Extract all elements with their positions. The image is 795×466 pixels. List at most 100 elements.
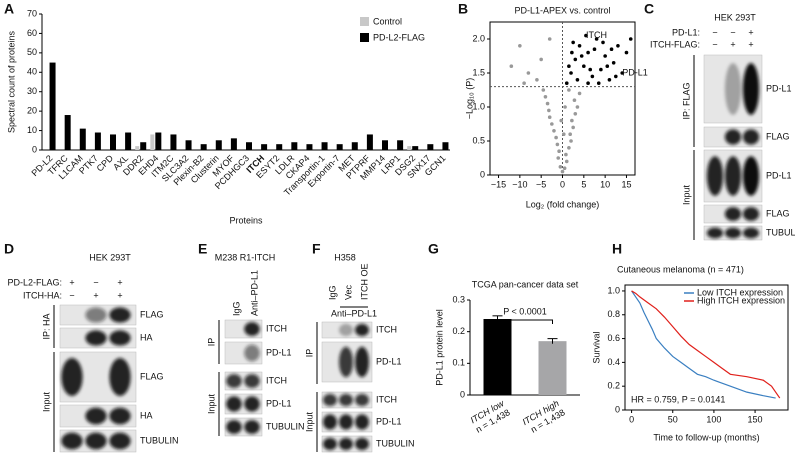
y-tick-label: 1.5 <box>472 67 485 77</box>
blot-band <box>109 432 131 450</box>
blot-band <box>244 344 260 362</box>
legend-label: PD-L2-FLAG <box>373 32 425 42</box>
blot-band <box>61 432 83 450</box>
panel-letter: D <box>4 241 14 257</box>
point <box>547 37 552 41</box>
point <box>586 50 590 55</box>
point <box>550 122 554 126</box>
band-label: PD-L1 <box>766 170 792 180</box>
x-axis-label: Proteins <box>229 215 263 225</box>
group-label: Input <box>681 184 691 205</box>
point <box>605 64 610 68</box>
y-tick-label: 0 <box>480 169 485 179</box>
condition-label: PD-L1: <box>672 27 700 37</box>
bar <box>64 115 71 150</box>
panel-letter: A <box>4 1 14 17</box>
blot-band <box>724 156 742 196</box>
bar <box>321 142 328 150</box>
blot-band <box>109 330 131 346</box>
point <box>558 165 563 169</box>
x-tick-label: 5 <box>581 179 586 189</box>
band-label: FLAG <box>766 208 790 218</box>
annotation: HR = 0.759, P = 0.0141 <box>631 394 725 404</box>
band-label: TUBULIN <box>266 421 305 431</box>
bar <box>49 62 56 151</box>
y-tick-label: 0.4 <box>607 357 620 367</box>
point <box>556 156 561 160</box>
band-label: ITCH <box>266 375 287 385</box>
band-label: TUBULIN <box>140 435 179 445</box>
condition-sign: − <box>730 27 735 37</box>
point <box>567 88 571 92</box>
bar <box>94 132 101 150</box>
point <box>594 37 599 41</box>
point <box>568 132 572 136</box>
point <box>535 78 539 82</box>
lane-label: IgG <box>327 285 337 300</box>
band-label: ITCH <box>376 394 397 404</box>
x-tick-label: 0 <box>560 179 565 189</box>
group-label: Input <box>206 393 216 414</box>
significance-bracket <box>497 319 553 324</box>
y-tick-label: 0.2 <box>607 381 620 391</box>
bar <box>382 140 388 150</box>
y-tick-label: 10 <box>27 125 37 135</box>
blot-band <box>355 414 369 430</box>
panel-letter: B <box>458 1 468 17</box>
group-label: IP <box>206 338 216 347</box>
blot-title: H358 <box>334 252 356 262</box>
point <box>607 78 612 82</box>
y-tick-label: 50 <box>27 47 37 57</box>
lane-label: Anti–PD-L1 <box>249 270 259 316</box>
y-tick-label: 20 <box>27 106 37 116</box>
point <box>539 57 543 62</box>
point <box>573 112 578 116</box>
point <box>588 67 593 72</box>
bar <box>150 134 155 150</box>
group-label: IP: FLAG <box>681 82 691 119</box>
blot-band <box>724 63 742 115</box>
x-axis-label: Time to follow-up (months) <box>653 432 759 442</box>
band-label: FLAG <box>766 131 790 141</box>
point <box>570 50 574 55</box>
legend-label: High ITCH expression <box>697 295 785 305</box>
point <box>570 118 574 123</box>
y-tick-label: 0.6 <box>607 333 620 343</box>
point <box>620 71 625 75</box>
bar <box>351 142 358 150</box>
blot-band <box>244 374 260 388</box>
bar <box>135 146 140 150</box>
point <box>564 159 569 164</box>
blot-band <box>226 396 242 412</box>
point <box>579 54 584 58</box>
point <box>592 47 597 51</box>
bar <box>125 132 132 150</box>
point <box>577 91 582 96</box>
band-label: PD-L1 <box>376 356 402 366</box>
panel-letter: C <box>644 1 654 17</box>
x-tick-label: 150 <box>748 414 763 424</box>
point <box>543 95 548 99</box>
y-tick-label: 1.0 <box>607 285 620 295</box>
panel-letter: G <box>428 241 439 257</box>
bar <box>215 140 222 150</box>
point <box>559 118 564 123</box>
survival-curve <box>631 290 776 399</box>
group-label: Input <box>41 391 51 412</box>
bar <box>230 138 237 150</box>
bar <box>276 144 283 150</box>
blot-band <box>724 129 742 145</box>
blot-band <box>355 437 369 451</box>
blot-band <box>742 156 760 196</box>
band-label: TUBULIN <box>376 438 415 448</box>
blot-band <box>109 358 131 396</box>
point <box>509 64 514 68</box>
bar <box>538 341 567 395</box>
bar <box>79 128 86 150</box>
condition-label: ITCH-FLAG: <box>650 39 700 49</box>
y-tick-label: 0 <box>615 404 620 414</box>
band-label: TUBULIN <box>766 227 795 237</box>
condition-label: PD-L2-FLAG: <box>7 277 62 287</box>
chart-title: PD-L1-APEX vs. control <box>514 5 610 15</box>
blot-band <box>742 129 760 145</box>
